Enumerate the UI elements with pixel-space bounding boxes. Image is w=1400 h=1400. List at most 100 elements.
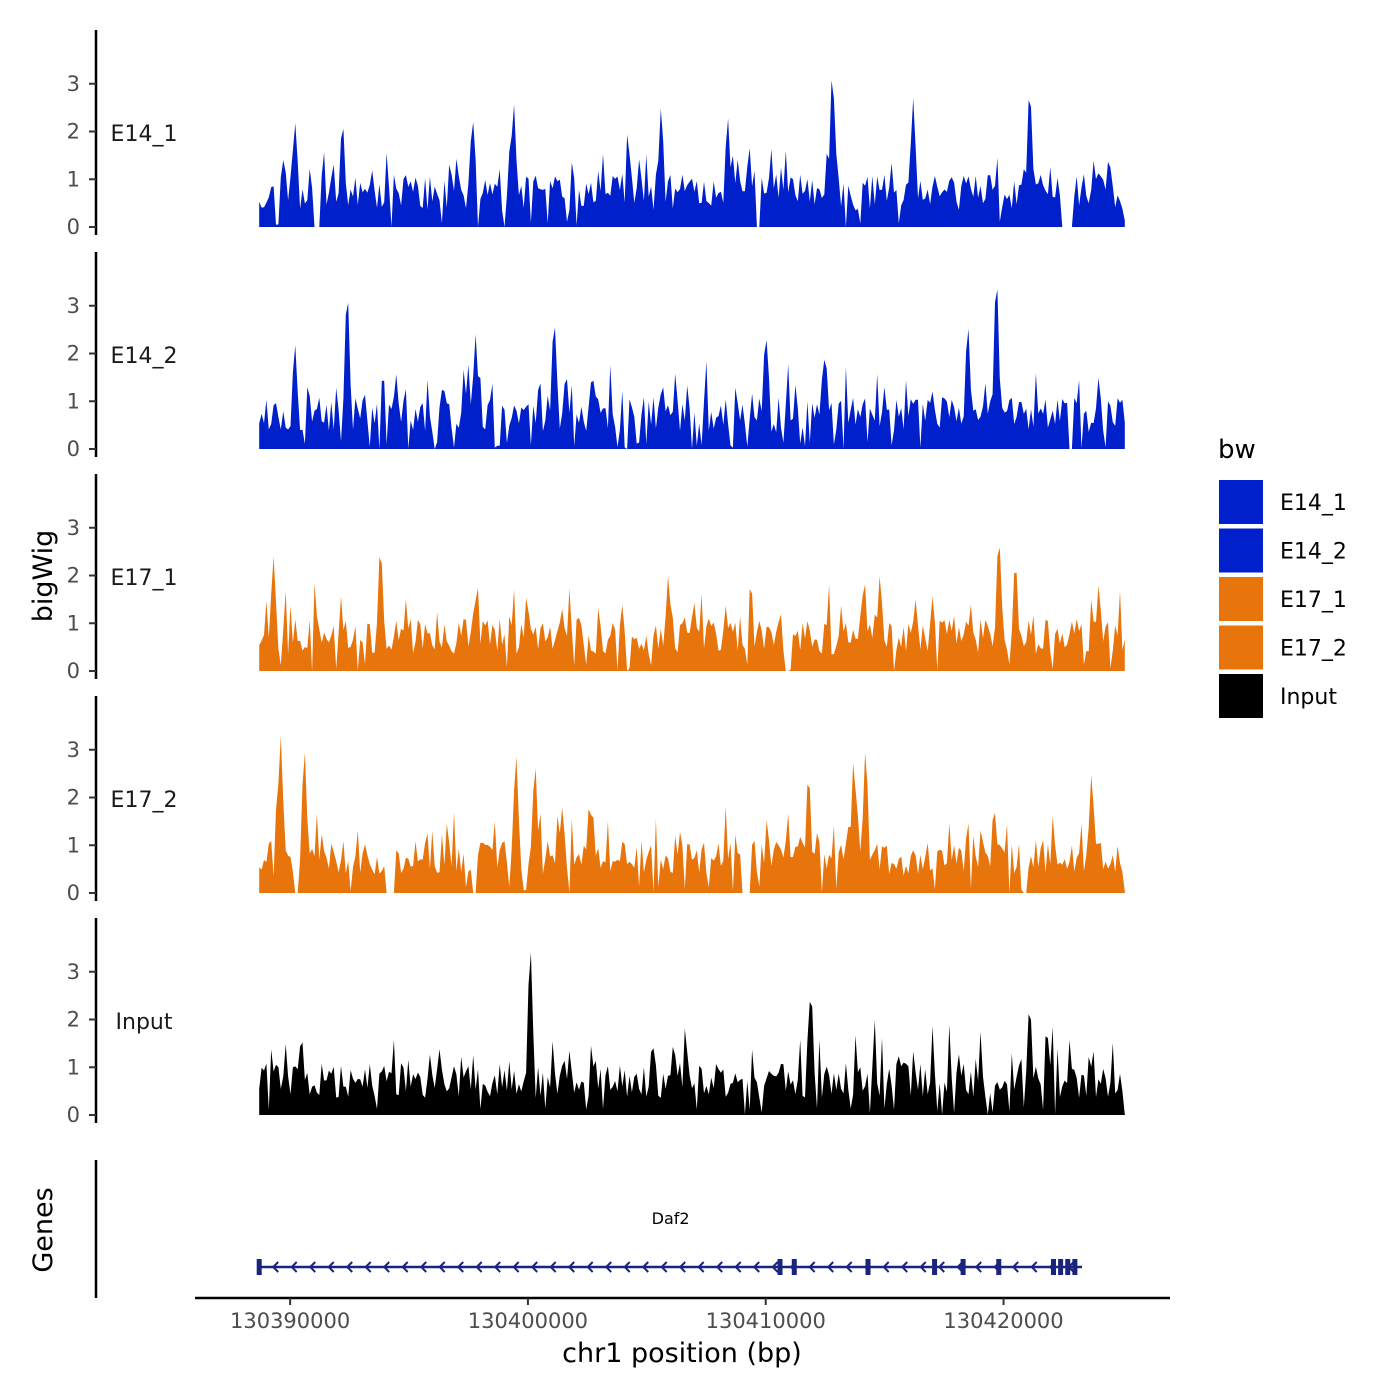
track-label: Input <box>116 1010 173 1035</box>
strand-arrow <box>512 1261 520 1273</box>
exon <box>777 1259 783 1275</box>
y-tick-label: 3 <box>67 72 80 96</box>
y-tick-label: 1 <box>67 1055 80 1079</box>
strand-arrow <box>438 1261 446 1273</box>
coverage-area-E14_1 <box>259 80 1125 227</box>
coverage-area-E14_2 <box>259 289 1125 449</box>
strand-arrow <box>493 1261 501 1273</box>
legend-label: E17_2 <box>1280 637 1347 662</box>
strand-arrow <box>308 1261 316 1273</box>
exon <box>932 1259 938 1275</box>
x-axis-title: chr1 position (bp) <box>562 1338 802 1369</box>
strand-arrow <box>345 1261 353 1273</box>
strand-arrow <box>419 1261 427 1273</box>
y-tick-label: 1 <box>67 833 80 857</box>
legend-swatch <box>1219 674 1263 718</box>
track-label: E17_2 <box>111 788 178 813</box>
track-Input: 0 1 2 3 Input <box>67 918 1125 1127</box>
strand-arrow <box>937 1261 945 1273</box>
strand-arrow <box>641 1261 649 1273</box>
y-tick-label: 2 <box>67 564 80 588</box>
y-tick-label: 0 <box>67 1103 80 1127</box>
track-label: E14_1 <box>111 122 178 147</box>
x-tick-label: 130390000 <box>230 1309 350 1333</box>
track-E14_1: 0 1 2 3 E14_1 <box>67 30 1125 239</box>
strand-arrow <box>882 1261 890 1273</box>
strand-arrow <box>1011 1261 1019 1273</box>
strand-arrow <box>623 1261 631 1273</box>
strand-arrow <box>382 1261 390 1273</box>
strand-arrow <box>660 1261 668 1273</box>
track-label: E14_2 <box>111 344 178 369</box>
gene-label: Daf2 <box>652 1209 690 1228</box>
y-tick-label: 1 <box>67 611 80 635</box>
exon <box>1058 1259 1064 1275</box>
strand-arrow <box>456 1261 464 1273</box>
strand-arrow <box>549 1261 557 1273</box>
x-axis: chr1 position (bp) 130390000 130400000 130… <box>195 1296 1170 1369</box>
x-tick-label: 130420000 <box>943 1309 1063 1333</box>
strand-arrow <box>715 1261 723 1273</box>
legend-swatch <box>1219 625 1263 670</box>
y-tick-label: 1 <box>67 389 80 413</box>
y-tick-label: 0 <box>67 437 80 461</box>
gene-Daf2: Daf2 <box>256 1209 1083 1275</box>
legend-item: E17_2 <box>1219 625 1347 670</box>
legend-label: E14_1 <box>1280 491 1347 516</box>
y-tick-label: 3 <box>67 960 80 984</box>
track-E14_2: 0 1 2 3 E14_2 <box>67 252 1125 461</box>
strand-arrow <box>808 1261 816 1273</box>
y-tick-label: 2 <box>67 1008 80 1032</box>
y-tick-label: 0 <box>67 215 80 239</box>
legend-label: Input <box>1280 685 1337 710</box>
strand-arrow <box>530 1261 538 1273</box>
strand-arrow <box>567 1261 575 1273</box>
legend-item: E14_1 <box>1219 480 1347 524</box>
y-tick-label: 3 <box>67 738 80 762</box>
coverage-area-E17_2 <box>259 736 1125 893</box>
strand-arrow <box>826 1261 834 1273</box>
strand-arrow <box>845 1261 853 1273</box>
exon <box>791 1259 797 1275</box>
coverage-tracks: 0 1 2 3 E14_1 0 1 2 3 E14_2 0 1 2 3 E17_1 0 1 2 3 E17_2 0 1 2 3… <box>67 30 1125 1127</box>
exon <box>1065 1259 1071 1275</box>
strand-arrow <box>271 1261 279 1273</box>
y-tick-label: 3 <box>67 294 80 318</box>
genes-panel: Genes Daf2 <box>28 1160 1083 1298</box>
exon <box>1072 1259 1078 1275</box>
strand-arrow <box>475 1261 483 1273</box>
exon <box>996 1259 1002 1275</box>
strand-arrow <box>752 1261 760 1273</box>
y-axis-title: bigWig <box>28 530 59 623</box>
legend-item: Input <box>1219 674 1337 718</box>
coverage-area-E17_1 <box>259 547 1125 671</box>
strand-arrow <box>919 1261 927 1273</box>
strand-arrow <box>771 1261 779 1273</box>
legend-label: E17_1 <box>1280 588 1347 613</box>
legend: bw E14_1 E14_2 E17_1 E17_2 Input <box>1218 435 1347 718</box>
track-E17_2: 0 1 2 3 E17_2 <box>67 696 1125 905</box>
legend-item: E17_1 <box>1219 577 1347 621</box>
strand-arrow <box>604 1261 612 1273</box>
y-tick-label: 2 <box>67 786 80 810</box>
y-tick-label: 0 <box>67 881 80 905</box>
y-tick-label: 3 <box>67 516 80 540</box>
y-tick-label: 1 <box>67 167 80 191</box>
strand-arrow <box>401 1261 409 1273</box>
strand-arrow <box>734 1261 742 1273</box>
x-tick-label: 130410000 <box>706 1309 826 1333</box>
legend-title: bw <box>1218 435 1256 465</box>
y-tick-label: 0 <box>67 659 80 683</box>
strand-arrow <box>290 1261 298 1273</box>
strand-arrow <box>900 1261 908 1273</box>
legend-item: E14_2 <box>1219 528 1347 573</box>
strand-arrow <box>1030 1261 1038 1273</box>
strand-arrow <box>697 1261 705 1273</box>
y-tick-label: 2 <box>67 120 80 144</box>
strand-arrow <box>586 1261 594 1273</box>
strand-arrow <box>974 1261 982 1273</box>
track-label: E17_1 <box>111 566 178 591</box>
legend-label: E14_2 <box>1280 540 1347 565</box>
